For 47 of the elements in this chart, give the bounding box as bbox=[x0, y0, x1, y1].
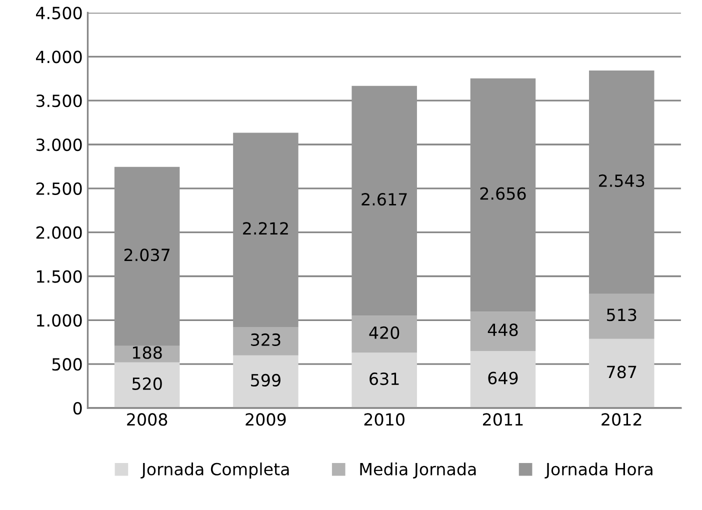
data-label: 520 bbox=[132, 377, 162, 390]
bar bbox=[588, 70, 654, 294]
bar bbox=[233, 327, 298, 356]
x-tick-label: 2009 bbox=[246, 413, 286, 426]
legend-label: Media Jornada bbox=[360, 462, 476, 479]
bar bbox=[352, 352, 417, 408]
bar bbox=[352, 86, 417, 316]
x-tick-label: 2010 bbox=[364, 413, 404, 426]
y-tick-label: 1.000 bbox=[37, 314, 82, 327]
y-tick-label: 2.500 bbox=[36, 182, 82, 195]
bar bbox=[352, 316, 417, 353]
y-tick-label: 0 bbox=[73, 402, 82, 415]
data-label: 2.212 bbox=[243, 222, 288, 234]
data-label: 649 bbox=[488, 372, 518, 384]
y-tick-label: 3.000 bbox=[36, 138, 82, 152]
x-tick-label: 2012 bbox=[602, 413, 642, 426]
bar bbox=[470, 312, 536, 351]
legend-label: Jornada Completa bbox=[140, 462, 289, 479]
data-label: 420 bbox=[369, 326, 400, 339]
data-label: 2.037 bbox=[124, 248, 170, 262]
bar bbox=[233, 355, 298, 408]
x-tick-label: 2008 bbox=[127, 413, 168, 426]
bar bbox=[114, 166, 180, 346]
bar bbox=[233, 132, 298, 328]
data-label: 2.617 bbox=[362, 192, 407, 206]
bar bbox=[470, 78, 536, 312]
y-tick-label: 4.000 bbox=[36, 50, 82, 64]
data-label: 631 bbox=[370, 372, 399, 386]
data-label: 787 bbox=[607, 366, 636, 378]
data-label: 448 bbox=[488, 324, 518, 336]
y-tick-label: 2.000 bbox=[36, 226, 82, 239]
x-tick-label: 2011 bbox=[482, 413, 523, 426]
bar bbox=[588, 338, 654, 408]
y-tick-label: 500 bbox=[52, 358, 82, 371]
y-tick-label: 4.500 bbox=[36, 6, 82, 20]
data-label: 323 bbox=[251, 333, 280, 346]
bar bbox=[588, 294, 654, 339]
data-label: 188 bbox=[132, 346, 162, 359]
data-label: 599 bbox=[251, 374, 280, 387]
data-label: 2.543 bbox=[598, 174, 644, 187]
legend-label: Jornada Hora bbox=[544, 462, 652, 479]
bar bbox=[470, 350, 536, 408]
data-label: 2.656 bbox=[480, 187, 526, 200]
y-tick-label: 3.500 bbox=[36, 94, 82, 108]
bar bbox=[114, 362, 180, 408]
data-label: 513 bbox=[607, 308, 636, 322]
y-tick-label: 1.500 bbox=[37, 270, 82, 283]
